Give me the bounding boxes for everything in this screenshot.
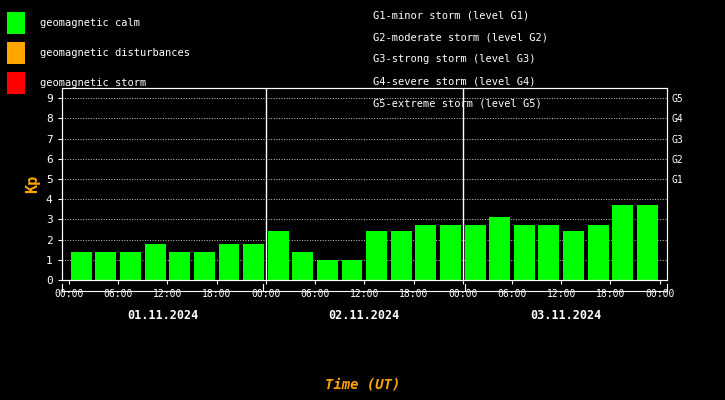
Bar [514,226,535,280]
Text: geomagnetic disturbances: geomagnetic disturbances [40,48,190,58]
Bar [366,232,387,280]
Bar [96,252,117,280]
Text: Time (UT): Time (UT) [325,377,400,391]
Bar [71,252,92,280]
Y-axis label: Kp: Kp [25,175,41,193]
Bar [194,252,215,280]
Bar [170,252,190,280]
Text: 03.11.2024: 03.11.2024 [531,309,602,322]
Bar [391,232,412,280]
Bar [465,226,486,280]
Bar [317,260,338,280]
Text: G3-strong storm (level G3): G3-strong storm (level G3) [373,54,536,64]
Text: G1-minor storm (level G1): G1-minor storm (level G1) [373,10,530,20]
Bar [218,244,239,280]
Bar [268,232,289,280]
Bar [440,226,461,280]
Text: 01.11.2024: 01.11.2024 [127,309,198,322]
Text: geomagnetic calm: geomagnetic calm [40,18,140,28]
Bar [415,226,436,280]
Text: 02.11.2024: 02.11.2024 [328,309,400,322]
Bar [637,205,658,280]
Text: G5-extreme storm (level G5): G5-extreme storm (level G5) [373,98,542,108]
Bar [341,260,362,280]
Bar [612,205,633,280]
Bar [120,252,141,280]
Bar [292,252,313,280]
Bar [145,244,165,280]
Text: geomagnetic storm: geomagnetic storm [40,78,146,88]
Bar [588,226,608,280]
Bar [489,217,510,280]
Bar [539,226,559,280]
Text: G4-severe storm (level G4): G4-severe storm (level G4) [373,76,536,86]
Bar [243,244,264,280]
Text: G2-moderate storm (level G2): G2-moderate storm (level G2) [373,32,548,42]
Bar [563,232,584,280]
